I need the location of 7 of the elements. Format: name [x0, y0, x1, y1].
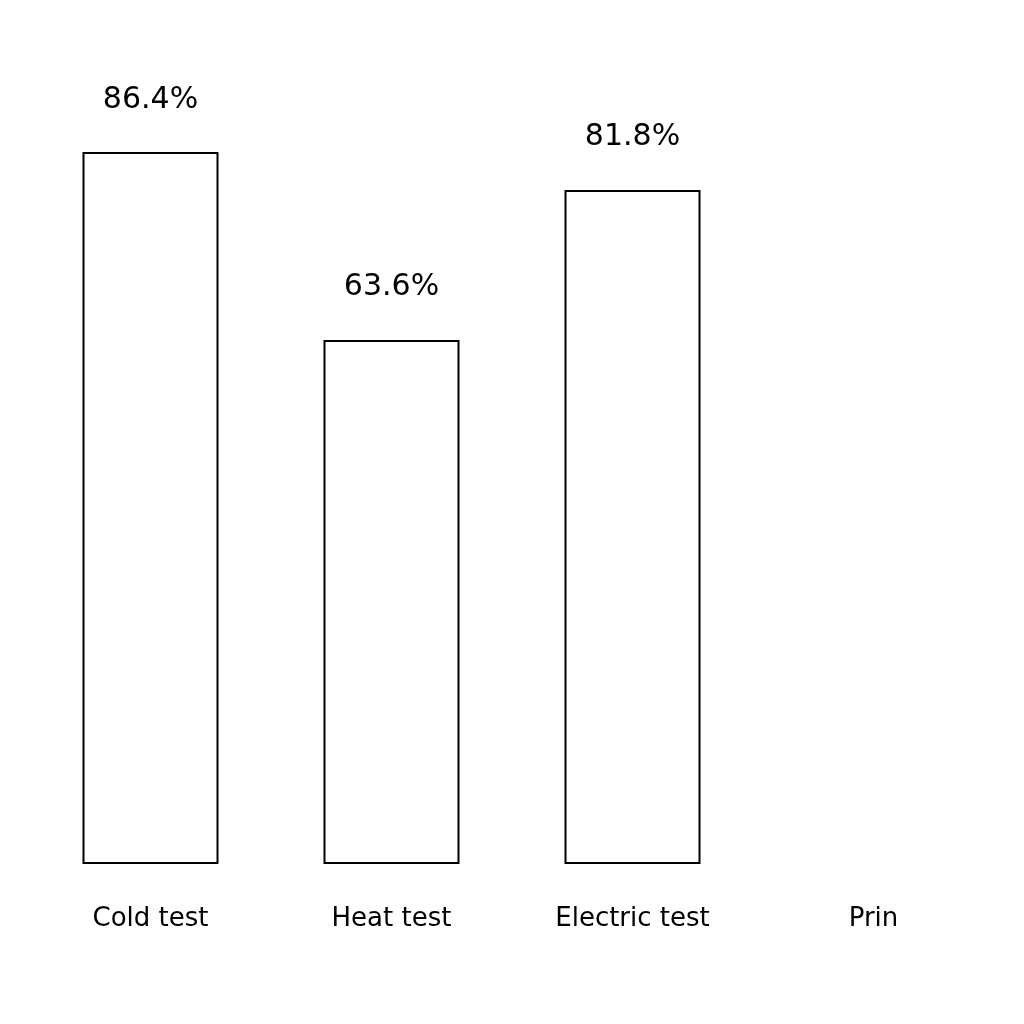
x-tick-label: Heat test — [331, 902, 452, 932]
data-label: 63.6% — [343, 267, 440, 303]
x-tick-label: Cold test — [92, 902, 209, 932]
x-tick-label: Prin — [848, 902, 899, 932]
data-label: 86.4% — [102, 79, 199, 115]
data-label: 81.8% — [584, 117, 681, 153]
x-tick-label: Electric test — [555, 902, 710, 932]
